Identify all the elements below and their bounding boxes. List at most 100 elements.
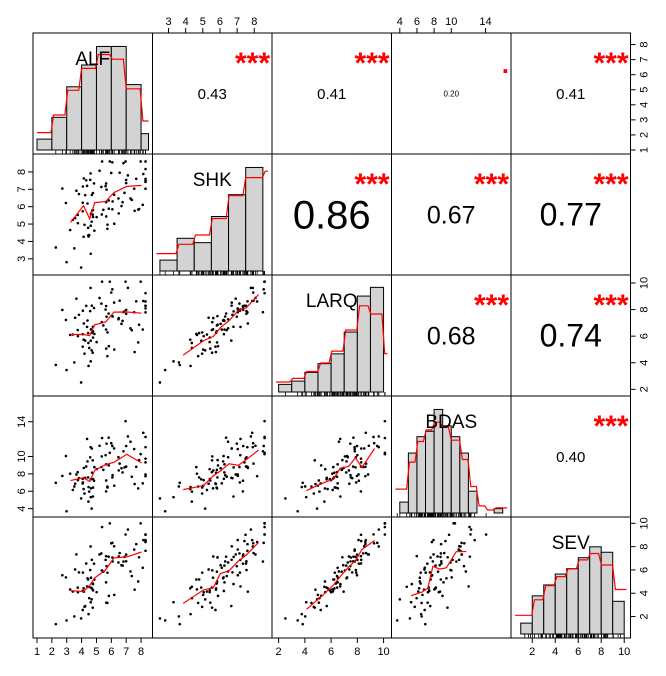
scatter-point <box>310 485 313 488</box>
scatter-point <box>91 477 95 481</box>
scatter-point <box>112 447 116 450</box>
scatter-point <box>215 341 219 344</box>
scatter-point <box>364 542 367 546</box>
scatter-point <box>316 593 320 597</box>
scatter-point <box>359 539 363 543</box>
scatter-point <box>107 344 111 348</box>
scatter-point <box>91 495 95 498</box>
panel-frame <box>32 274 153 397</box>
scatter-point <box>215 468 219 472</box>
scatter-point <box>222 477 226 481</box>
scatter-point <box>220 482 224 485</box>
scatter-point <box>410 582 414 586</box>
scatter-point <box>325 604 329 608</box>
scatter-point <box>246 590 250 593</box>
scatter-point <box>353 445 356 449</box>
axis-tick-label: 4 <box>639 102 651 108</box>
histogram-bar <box>278 383 293 393</box>
scatter-point <box>338 437 342 441</box>
scatter-point <box>76 586 80 589</box>
scatter-point <box>362 447 366 450</box>
scatter-point <box>134 300 138 303</box>
scatter-point <box>75 189 78 193</box>
axis-tick-label: 8 <box>639 544 651 550</box>
scatter-point <box>73 482 77 485</box>
scatter-point <box>359 562 363 565</box>
scatter-point <box>220 566 224 570</box>
scatter-point <box>93 332 96 336</box>
scatter-point <box>344 564 348 567</box>
scatter-point <box>230 301 234 304</box>
scatter-point <box>325 476 329 480</box>
scatter-point <box>91 582 95 586</box>
scatter-point <box>98 296 101 300</box>
scatter-point <box>61 573 64 577</box>
scatter-point <box>100 302 103 305</box>
scatter-point <box>203 507 207 510</box>
scatter-point <box>212 555 215 558</box>
scatter-point <box>89 252 93 256</box>
smooth-line <box>306 540 375 610</box>
smooth-line <box>410 550 467 597</box>
scatter-point <box>104 184 107 188</box>
scatter-point <box>189 364 192 368</box>
scatter-point <box>383 451 387 455</box>
scatter-point <box>190 585 194 589</box>
scatter-point <box>195 578 198 581</box>
scatter-point <box>205 590 209 593</box>
scatter-point <box>442 581 445 584</box>
histogram-bar <box>467 490 478 514</box>
scatter-point <box>238 302 241 305</box>
scatter-point <box>95 215 98 219</box>
scatter-point <box>231 571 234 574</box>
scatter-point <box>355 553 359 556</box>
scatter-point <box>137 323 141 327</box>
scatter-point <box>172 600 175 604</box>
scatter-point <box>372 533 375 536</box>
scatter-point <box>438 563 442 567</box>
scatter-point <box>136 208 140 211</box>
scatter-point <box>142 299 145 303</box>
axis-tick-label: 4 <box>639 590 651 596</box>
scatter-point <box>142 538 145 542</box>
scatter-point <box>346 455 350 459</box>
scatter-point <box>200 331 204 334</box>
scatter-point <box>210 569 214 572</box>
scatter-point <box>372 441 376 445</box>
scatter-point <box>314 588 317 591</box>
scatter-point <box>124 280 127 283</box>
scatter-point <box>263 533 266 536</box>
scatter-point <box>367 444 371 448</box>
scatter-point <box>427 589 431 592</box>
histogram-bar <box>81 64 97 151</box>
scatter-point <box>88 178 92 182</box>
scatter-point <box>222 589 226 593</box>
scatter-point <box>107 436 110 439</box>
histogram-bar <box>450 436 461 514</box>
scatter-point <box>431 560 435 563</box>
scatter-point <box>65 260 68 264</box>
scatter-point <box>214 588 218 591</box>
scatter-point <box>197 331 201 335</box>
scatter-point <box>124 308 128 312</box>
scatter-point <box>134 542 138 546</box>
scatter-point <box>106 485 109 488</box>
scatter-point <box>244 533 247 537</box>
scatter-point <box>437 590 441 594</box>
scatter-point <box>111 200 114 203</box>
scatter-point <box>332 578 336 581</box>
scatter-point <box>245 559 248 563</box>
scatter-point <box>444 539 447 543</box>
scatter-point <box>188 338 192 341</box>
scatter-point <box>236 447 240 451</box>
scatter-point <box>112 222 116 226</box>
scatter-point <box>84 562 88 565</box>
scatter-point <box>232 310 235 313</box>
scatter-point <box>296 509 299 513</box>
scatter-point <box>210 459 214 462</box>
scatter-point <box>303 485 307 488</box>
scatter-point <box>349 556 353 559</box>
scatter-point <box>325 586 328 589</box>
scatter-point <box>104 479 108 482</box>
scatter-point <box>214 482 218 486</box>
